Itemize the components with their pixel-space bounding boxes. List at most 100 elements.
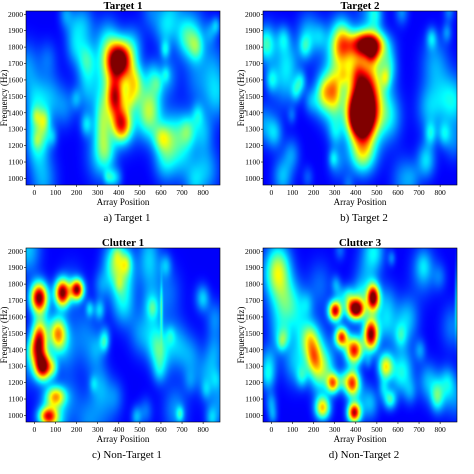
y-tick-label: 1100: [245, 395, 260, 404]
x-tick-label: 200: [308, 188, 320, 197]
y-tick-label: 1300: [8, 125, 23, 134]
plot-frame: [25, 10, 221, 186]
y-tick-label: 1000: [245, 411, 260, 420]
chart-title: Clutter 1: [102, 237, 144, 249]
x-tick-label: 200: [308, 425, 320, 434]
x-tick-label: 700: [413, 425, 425, 434]
y-tick-label: 1000: [8, 411, 23, 420]
y-tick-label: 1500: [245, 329, 260, 338]
y-tick-label: 1500: [8, 329, 23, 338]
x-tick-label: 0: [270, 188, 274, 197]
y-tick-label: 2000: [8, 10, 23, 19]
x-tick-label: 500: [371, 188, 383, 197]
y-tick-label: 1700: [8, 296, 23, 305]
x-tick-label: 100: [50, 425, 62, 434]
x-tick-label: 0: [33, 188, 37, 197]
x-tick-label: 800: [198, 188, 210, 197]
x-tick-label: 800: [198, 425, 210, 434]
plot-frame: [262, 10, 458, 186]
heatmap-image: [26, 248, 220, 422]
plot-frame: [262, 247, 458, 423]
y-tick-label: 1500: [8, 92, 23, 101]
y-tick-label: 1800: [8, 43, 23, 52]
x-axis-label: Array Position: [97, 197, 150, 207]
y-tick-label: 1200: [245, 378, 260, 387]
y-tick-label: 2000: [245, 247, 260, 256]
x-tick-label: 600: [392, 425, 404, 434]
x-tick-label: 400: [113, 425, 125, 434]
x-tick-label: 800: [435, 188, 447, 197]
y-tick-label: 1400: [245, 345, 260, 354]
heatmap-panel-a: Target 1 0 100 200 300 400 500 600 700 800 1000 110…: [0, 0, 237, 237]
y-tick-label: 1500: [245, 92, 260, 101]
x-tick-label: 700: [176, 188, 188, 197]
y-tick-label: 1300: [245, 125, 260, 134]
panel-caption: d) Non-Target 2: [329, 449, 400, 461]
x-tick-label: 100: [287, 425, 299, 434]
x-tick-label: 100: [287, 188, 299, 197]
x-tick-label: 800: [435, 425, 447, 434]
y-tick-label: 1700: [245, 59, 260, 68]
x-tick-label: 600: [155, 425, 167, 434]
x-tick-label: 500: [134, 425, 146, 434]
y-tick-label: 1900: [245, 263, 260, 272]
x-tick-label: 400: [113, 188, 125, 197]
y-tick-label: 1800: [245, 280, 260, 289]
x-axis-label: Array Position: [97, 434, 150, 444]
y-axis-label: Frequency (Hz): [237, 70, 246, 127]
x-tick-label: 200: [71, 188, 83, 197]
x-tick-label: 300: [329, 188, 341, 197]
x-tick-label: 700: [413, 188, 425, 197]
y-tick-label: 1900: [8, 263, 23, 272]
y-tick-label: 1800: [245, 43, 260, 52]
chart-title: Target 2: [340, 0, 380, 12]
y-tick-label: 1100: [245, 158, 260, 167]
y-tick-label: 1200: [245, 141, 260, 150]
y-tick-label: 1000: [8, 174, 23, 183]
y-tick-label: 1400: [8, 108, 23, 117]
y-tick-label: 1600: [8, 312, 23, 321]
y-tick-label: 1200: [8, 378, 23, 387]
x-tick-label: 600: [392, 188, 404, 197]
x-tick-label: 0: [270, 425, 274, 434]
y-tick-label: 1700: [8, 59, 23, 68]
y-axis-label: Frequency (Hz): [0, 70, 9, 127]
plot-frame: [25, 247, 221, 423]
x-tick-label: 700: [176, 425, 188, 434]
y-tick-label: 1600: [245, 75, 260, 84]
heatmap-panel-d: Clutter 3 0 100 200 300 400 500 600 700 800 1000 11…: [237, 237, 474, 474]
x-tick-label: 500: [371, 425, 383, 434]
x-tick-label: 300: [92, 425, 104, 434]
heatmap-image: [263, 248, 457, 422]
y-tick-label: 1400: [245, 108, 260, 117]
panel-caption: a) Target 1: [103, 212, 150, 224]
y-tick-label: 1100: [8, 395, 23, 404]
y-tick-label: 1900: [245, 26, 260, 35]
x-axis-label: Array Position: [334, 197, 387, 207]
x-tick-label: 300: [329, 425, 341, 434]
y-tick-label: 2000: [245, 10, 260, 19]
y-tick-label: 1300: [245, 362, 260, 371]
x-tick-label: 400: [350, 188, 362, 197]
y-tick-label: 1900: [8, 26, 23, 35]
y-tick-label: 1300: [8, 362, 23, 371]
heatmap-image: [263, 11, 457, 185]
panel-caption: b) Target 2: [340, 212, 388, 224]
panel-caption: c) Non-Target 1: [92, 449, 162, 461]
x-tick-label: 0: [33, 425, 37, 434]
chart-title: Clutter 3: [339, 237, 382, 249]
y-tick-label: 1000: [245, 174, 260, 183]
y-axis-label: Frequency (Hz): [0, 307, 9, 364]
y-tick-label: 1600: [8, 75, 23, 84]
y-tick-label: 1400: [8, 345, 23, 354]
x-tick-label: 200: [71, 425, 83, 434]
x-tick-label: 300: [92, 188, 104, 197]
y-tick-label: 1100: [8, 158, 23, 167]
chart-title: Target 1: [103, 0, 142, 12]
heatmap-image: [26, 11, 220, 185]
y-tick-label: 1800: [8, 280, 23, 289]
y-axis-label: Frequency (Hz): [237, 307, 246, 364]
y-tick-label: 1200: [8, 141, 23, 150]
y-tick-label: 1600: [245, 312, 260, 321]
x-tick-label: 100: [50, 188, 62, 197]
